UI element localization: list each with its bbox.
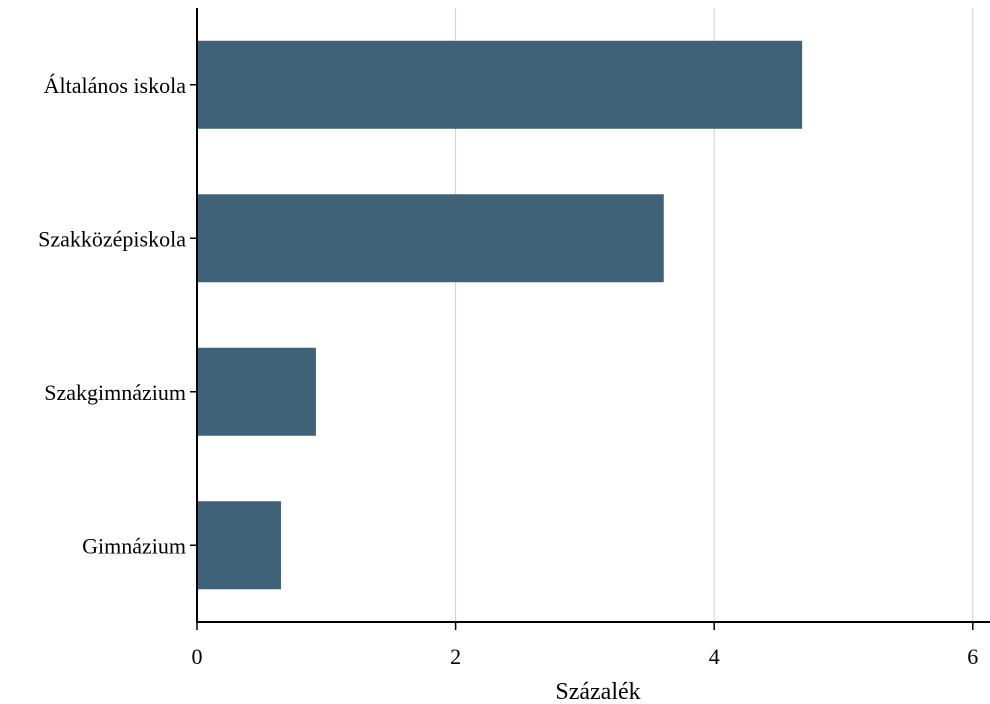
x-tick-label: 2 bbox=[450, 644, 461, 669]
bar bbox=[197, 501, 282, 590]
x-tick-label: 0 bbox=[192, 644, 203, 669]
category-label: Gimnázium bbox=[82, 533, 186, 558]
category-label: Szakgimnázium bbox=[44, 380, 186, 405]
x-ticks: 0 2 4 6 bbox=[192, 622, 978, 669]
bar bbox=[197, 40, 803, 129]
category-label: Szakközépiskola bbox=[38, 226, 186, 251]
x-tick-label: 6 bbox=[967, 644, 978, 669]
bar bbox=[197, 194, 664, 283]
category-labels: Általános iskola Szakközépiskola Szakgimná… bbox=[38, 73, 197, 558]
bars bbox=[197, 40, 803, 590]
category-label: Általános iskola bbox=[44, 73, 187, 98]
x-tick-label: 4 bbox=[709, 644, 720, 669]
x-axis-label: Százalék bbox=[555, 679, 640, 704]
bar bbox=[197, 347, 316, 436]
